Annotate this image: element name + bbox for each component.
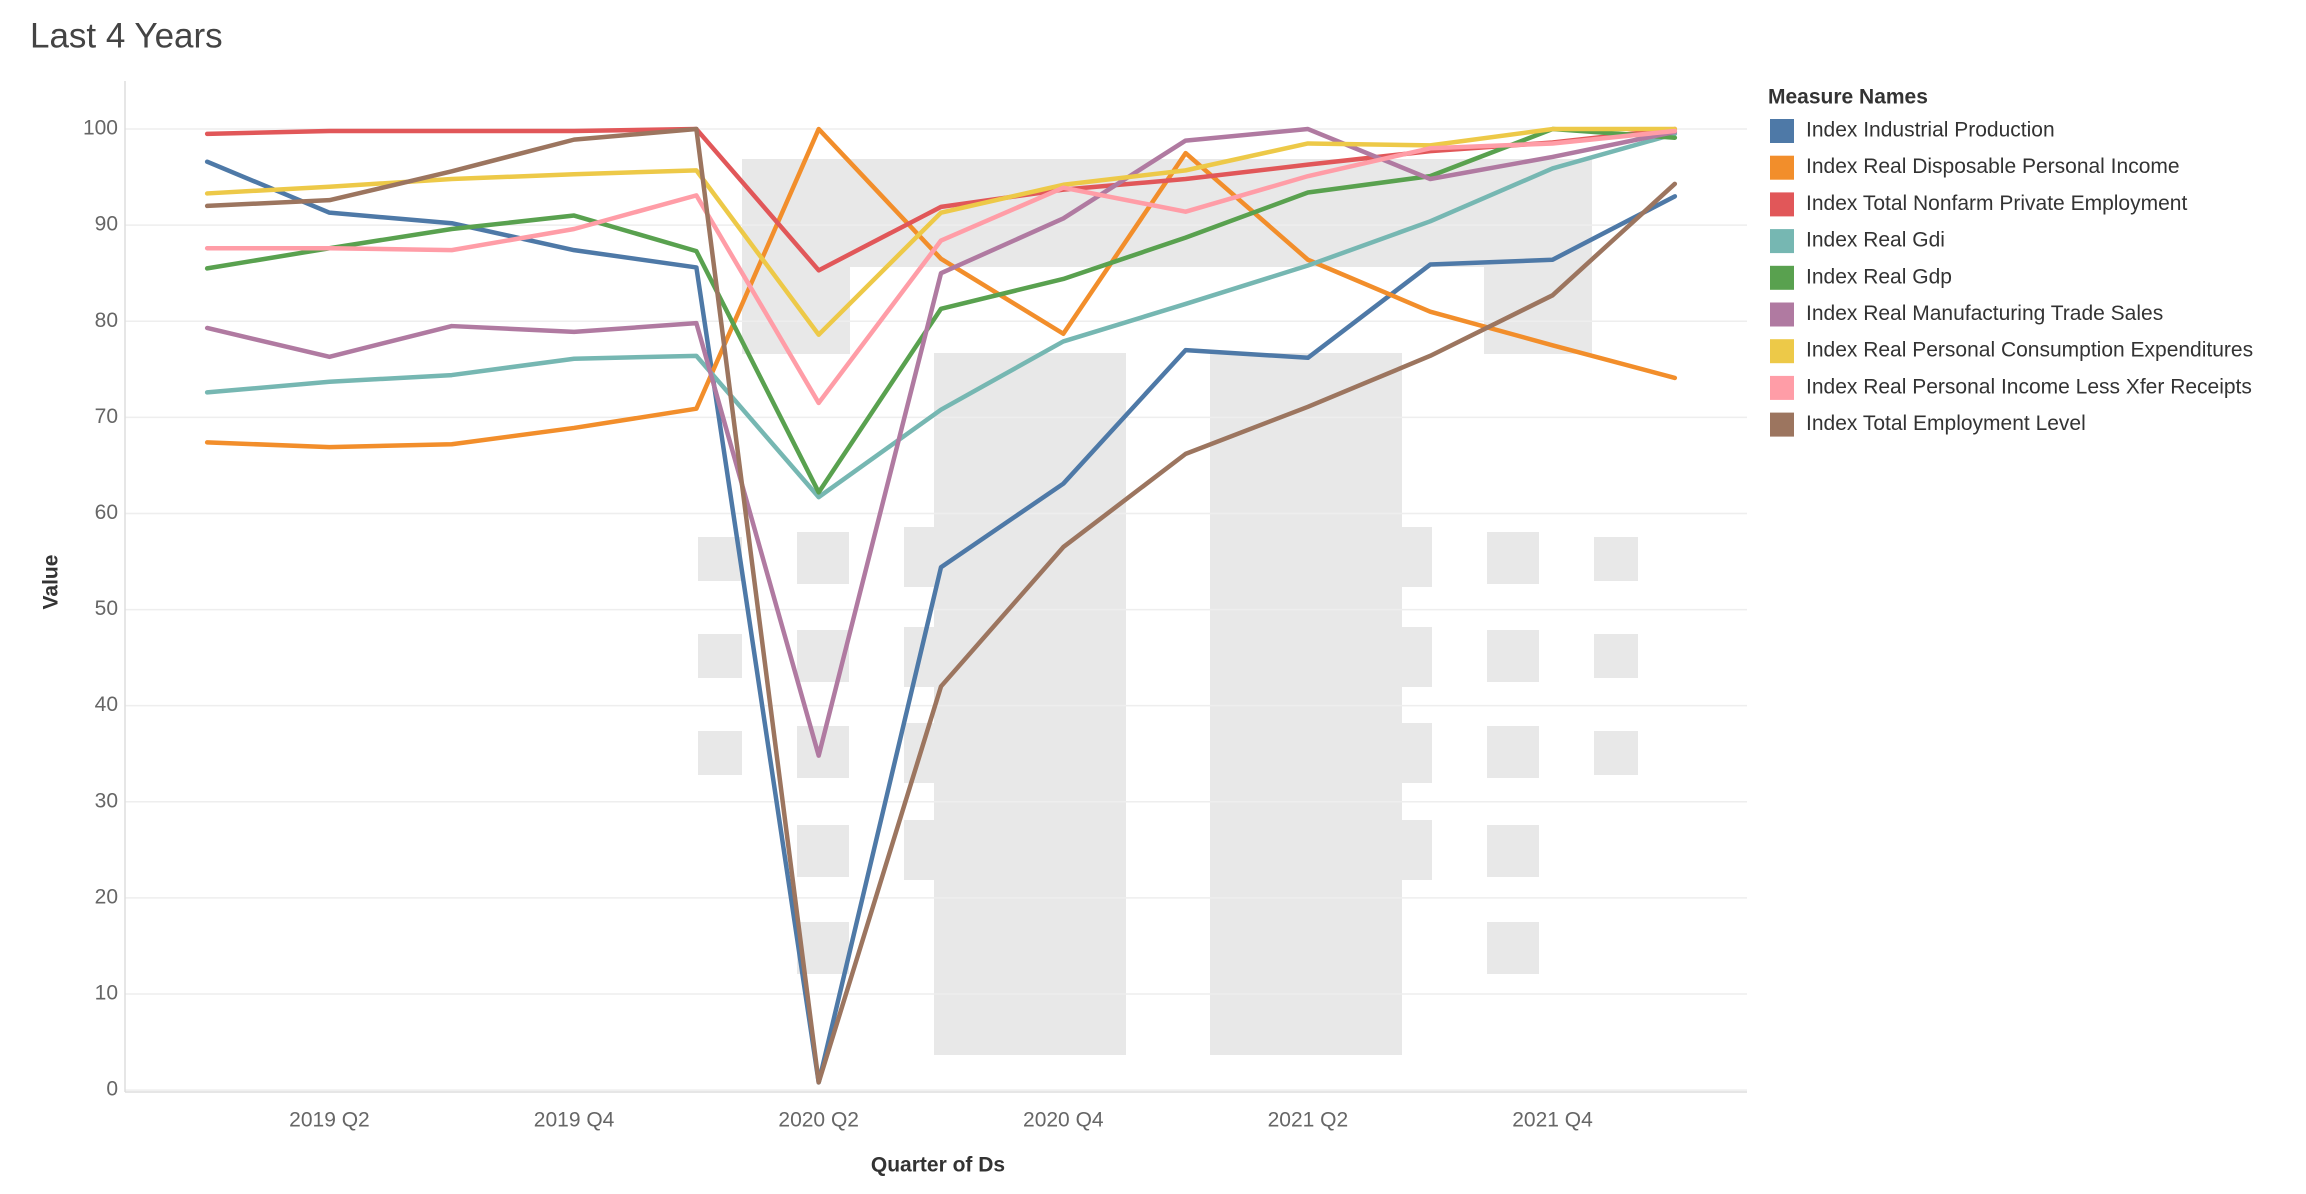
y-tick-label: 0	[106, 1078, 118, 1101]
legend-swatch	[1770, 192, 1794, 217]
watermark-shape	[1594, 731, 1638, 775]
legend-title: Measure Names	[1768, 86, 1928, 109]
y-tick-label: 10	[95, 982, 118, 1005]
watermark-shape	[1487, 726, 1539, 778]
watermark-shape	[1594, 634, 1638, 678]
watermark-shape	[1487, 922, 1539, 974]
legend-label: Index Total Nonfarm Private Employment	[1806, 192, 2187, 215]
legend-swatch	[1770, 155, 1794, 180]
watermark-shape	[742, 159, 1592, 267]
legend-label: Index Real Gdi	[1806, 229, 1945, 252]
watermark-shape	[698, 731, 742, 775]
series-line	[204, 126, 1678, 1085]
legend-label: Index Real Personal Income Less Xfer Rec…	[1806, 375, 2252, 398]
watermark-shape	[1487, 532, 1539, 584]
watermark-shape	[1594, 537, 1638, 581]
x-tick-label: 2019 Q2	[289, 1109, 370, 1132]
y-tick-label: 50	[95, 597, 118, 620]
series-line	[204, 126, 1678, 495]
series-line	[204, 128, 1678, 406]
watermark-shape	[1487, 630, 1539, 682]
y-tick-label: 90	[95, 213, 118, 236]
y-tick-label: 60	[95, 501, 118, 524]
legend-swatch	[1770, 412, 1794, 437]
legend-swatch	[1770, 229, 1794, 254]
y-tick-label: 30	[95, 789, 118, 812]
x-tick-label: 2020 Q2	[778, 1109, 859, 1132]
legend-swatch	[1770, 375, 1794, 400]
y-tick-label: 80	[95, 309, 118, 332]
legend-label: Index Real Gdp	[1806, 265, 1952, 288]
watermark-shape	[1484, 159, 1592, 354]
legend-label: Index Real Manufacturing Trade Sales	[1806, 302, 2163, 325]
watermark-shape	[1372, 820, 1432, 880]
watermark-shape	[1210, 353, 1402, 1055]
watermark-shape	[797, 825, 849, 877]
y-tick-label: 70	[95, 405, 118, 428]
series-line	[204, 126, 1678, 450]
y-tick-label: 40	[95, 693, 118, 716]
legend-swatch	[1770, 119, 1794, 143]
y-axis-title: Value	[40, 555, 63, 610]
x-tick-label: 2021 Q2	[1268, 1109, 1349, 1132]
watermark-shape	[1372, 627, 1432, 687]
watermark-shape	[1372, 723, 1432, 783]
series-line	[204, 126, 1678, 273]
legend-label: Index Total Employment Level	[1806, 412, 2086, 435]
legend-label: Index Real Personal Consumption Expendit…	[1806, 339, 2253, 362]
series-line	[204, 126, 1678, 758]
series-line	[204, 159, 1678, 1085]
legend-swatch	[1770, 339, 1794, 364]
x-tick-label: 2021 Q4	[1512, 1109, 1593, 1132]
legend-label: Index Industrial Production	[1806, 119, 2055, 142]
series-line	[204, 126, 1678, 337]
y-tick-label: 20	[95, 885, 118, 908]
x-tick-label: 2019 Q4	[534, 1109, 615, 1132]
watermark	[698, 159, 1638, 1055]
series-line	[204, 131, 1678, 500]
watermark-shape	[1017, 353, 1125, 950]
chart-title: Last 4 Years	[30, 16, 223, 55]
legend-label: Index Real Disposable Personal Income	[1806, 155, 2180, 178]
watermark-shape	[904, 820, 964, 880]
x-tick-label: 2020 Q4	[1023, 1109, 1104, 1132]
watermark-shape	[797, 532, 849, 584]
watermark-shape	[698, 634, 742, 678]
legend-swatch	[1770, 265, 1794, 290]
watermark-shape	[1372, 527, 1432, 587]
watermark-shape	[698, 537, 742, 581]
y-tick-label: 100	[83, 117, 118, 140]
watermark-shape	[1487, 825, 1539, 877]
x-axis-title: Quarter of Ds	[871, 1154, 1005, 1177]
legend-swatch	[1770, 302, 1794, 327]
